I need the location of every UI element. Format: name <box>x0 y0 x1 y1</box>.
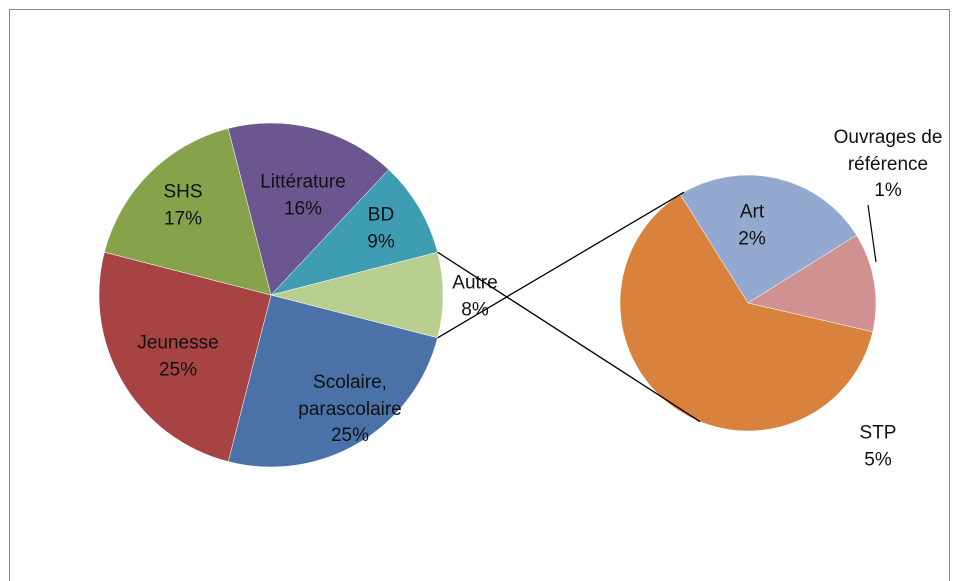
slice-name: Art <box>739 201 765 223</box>
pie-slice <box>619 194 874 432</box>
data-label: Ouvrages de référence 1% <box>813 125 959 205</box>
data-label: STP 5% <box>860 420 897 473</box>
slice-value: 9% <box>367 231 395 252</box>
data-label: Autre 8% <box>452 270 497 323</box>
pie-slice <box>227 122 390 296</box>
data-label: SHS 17% <box>163 179 202 232</box>
slice-value: 5% <box>864 449 892 470</box>
slice-value: 25% <box>330 425 370 447</box>
pie-slice <box>227 294 438 468</box>
connector-line <box>437 251 701 423</box>
slice-value: 2% <box>738 228 766 249</box>
connector-line <box>437 191 685 339</box>
pie-slice <box>679 174 857 304</box>
pie-slice <box>270 169 438 296</box>
slice-value: 1% <box>874 180 902 202</box>
slice-name: STP <box>859 422 897 444</box>
slice-value: 25% <box>158 359 198 380</box>
slice-name: BD <box>367 204 395 226</box>
data-label: BD 9% <box>367 202 394 255</box>
data-label: Littérature 16% <box>260 169 346 222</box>
slice-name: Ouvrages de référence <box>833 127 943 175</box>
pie-slice <box>747 234 877 333</box>
data-label: Jeunesse 25% <box>137 330 218 383</box>
slice-name: Scolaire, parascolaire <box>298 372 402 420</box>
slice-value: 16% <box>283 198 323 219</box>
slice-name: SHS <box>163 181 203 203</box>
slice-value: 8% <box>461 299 489 320</box>
pie-slice <box>98 251 272 462</box>
pie-slice <box>104 128 272 296</box>
slice-name: Autre <box>452 272 498 294</box>
slice-name: Littérature <box>260 171 346 193</box>
leader-line <box>867 204 877 263</box>
chart-frame <box>9 9 950 581</box>
data-label: Art 2% <box>738 199 765 252</box>
slice-name: Jeunesse <box>137 332 219 354</box>
data-label: Scolaire, parascolaire 25% <box>285 370 415 450</box>
slice-value: 17% <box>163 208 203 229</box>
